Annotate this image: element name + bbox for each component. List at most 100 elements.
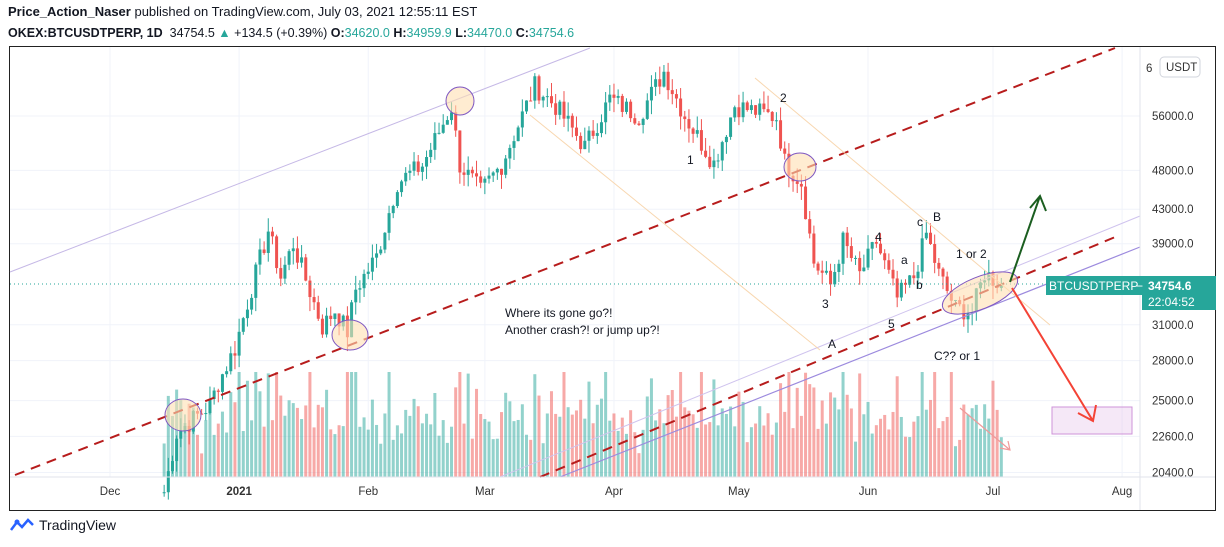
candle-body	[849, 246, 853, 258]
volume-bar	[854, 441, 858, 477]
highlight-ellipse	[783, 152, 817, 182]
candle-body	[804, 186, 808, 220]
volume-bar	[204, 420, 208, 477]
candle-body	[904, 282, 908, 285]
author-link[interactable]: Price_Action_Naser	[8, 4, 131, 19]
volume-bar	[649, 378, 653, 477]
candle-body	[437, 132, 441, 134]
candle-body	[741, 102, 745, 118]
volume-bar	[858, 373, 862, 477]
candle-body	[462, 172, 466, 175]
candle-body	[312, 297, 316, 303]
candle-body	[699, 130, 703, 151]
volume-bar	[762, 425, 766, 477]
candle-body	[295, 248, 299, 263]
note-text: Another crash?! or jump up?!	[505, 323, 660, 337]
volume-bar	[520, 404, 524, 477]
candle-body	[670, 90, 674, 95]
candle-body	[216, 390, 220, 392]
volume-bar	[795, 387, 799, 477]
candle-body	[400, 181, 404, 193]
candle-body	[633, 118, 637, 124]
volume-bar	[987, 418, 991, 477]
channel-upper-line	[9, 47, 591, 273]
candle-body	[808, 219, 812, 234]
candle-body	[491, 172, 495, 176]
candle-body	[425, 157, 429, 167]
volume-bar	[170, 415, 174, 477]
currency-button[interactable]	[1159, 56, 1201, 78]
candle-body	[716, 160, 720, 162]
volume-bar	[624, 433, 628, 477]
volume-bar	[716, 425, 720, 477]
candle-body	[266, 231, 270, 253]
volume-bar	[629, 410, 633, 477]
drawings	[9, 47, 1141, 478]
volume-bar	[691, 414, 695, 477]
candle-body	[937, 262, 941, 269]
candle-body	[287, 251, 291, 265]
candle-body	[649, 86, 653, 101]
candle-body	[758, 103, 762, 115]
candle-body	[687, 119, 691, 129]
candle-body	[724, 136, 728, 143]
volume-bar	[837, 409, 841, 477]
volume-bar	[466, 373, 470, 477]
time-axis[interactable]: Dec 2021 Feb Mar Apr May Jun Jul Aug	[10, 476, 1215, 498]
candle-body	[899, 282, 903, 298]
candle-body	[795, 181, 799, 184]
volume-bar	[308, 372, 312, 477]
candle-body	[279, 268, 283, 279]
volume-bar	[978, 428, 982, 477]
wave-label: 2	[780, 91, 787, 105]
price-tick: 28000.0	[1152, 356, 1194, 368]
wave-label: 5	[888, 317, 895, 331]
wave-label: C?? or 1	[934, 349, 980, 363]
last-price: 34754.5	[169, 26, 215, 40]
tradingview-logo[interactable]: TradingView	[10, 517, 116, 533]
wave-label: 1 or 2	[956, 247, 987, 261]
candle-body	[304, 257, 308, 281]
candle-body	[887, 260, 891, 270]
volume-bar	[729, 406, 733, 477]
triangle-up-icon: ▲	[218, 26, 231, 40]
candle-body	[912, 275, 916, 279]
volume-bar	[758, 406, 762, 477]
volume-bar	[704, 424, 708, 477]
price-tag-symbol: BTCUSDTPERP	[1049, 279, 1138, 293]
candle-body	[320, 318, 324, 335]
candle-body	[908, 275, 912, 285]
high-label: H:	[393, 26, 407, 40]
candle-body	[604, 102, 608, 123]
candle-body	[858, 257, 862, 272]
volume-bar	[633, 432, 637, 477]
candle-body	[762, 103, 766, 110]
volume-bar	[450, 426, 454, 477]
volume-bar	[362, 417, 366, 477]
candle-body	[354, 289, 358, 303]
volume-bar	[512, 421, 516, 477]
candle-body	[833, 271, 837, 285]
volume-bar	[958, 439, 962, 477]
volume-bar	[595, 404, 599, 477]
volume-bar	[974, 404, 978, 477]
low-value: 34470.0	[467, 26, 513, 40]
candle-body	[883, 253, 887, 261]
volume-bar	[879, 418, 883, 477]
price-tick: 31000.0	[1152, 320, 1194, 332]
bar-countdown: 22:04:52	[1148, 295, 1195, 309]
candle-body	[245, 309, 249, 319]
volume-bar	[458, 372, 462, 477]
candle-body	[737, 107, 741, 118]
volume-bar	[904, 436, 908, 477]
candle-body	[366, 271, 370, 274]
volume-bar	[191, 407, 195, 477]
candle-body	[237, 331, 241, 356]
candle-body	[479, 176, 483, 183]
candle-body	[566, 115, 570, 119]
price-axis[interactable]: 56000.0 48000.0 43000.0 39000.0 31000.0 28000…	[1139, 47, 1201, 510]
candle-body	[475, 173, 479, 177]
volume-bar	[266, 373, 270, 477]
price-tick: 39000.0	[1152, 239, 1194, 251]
